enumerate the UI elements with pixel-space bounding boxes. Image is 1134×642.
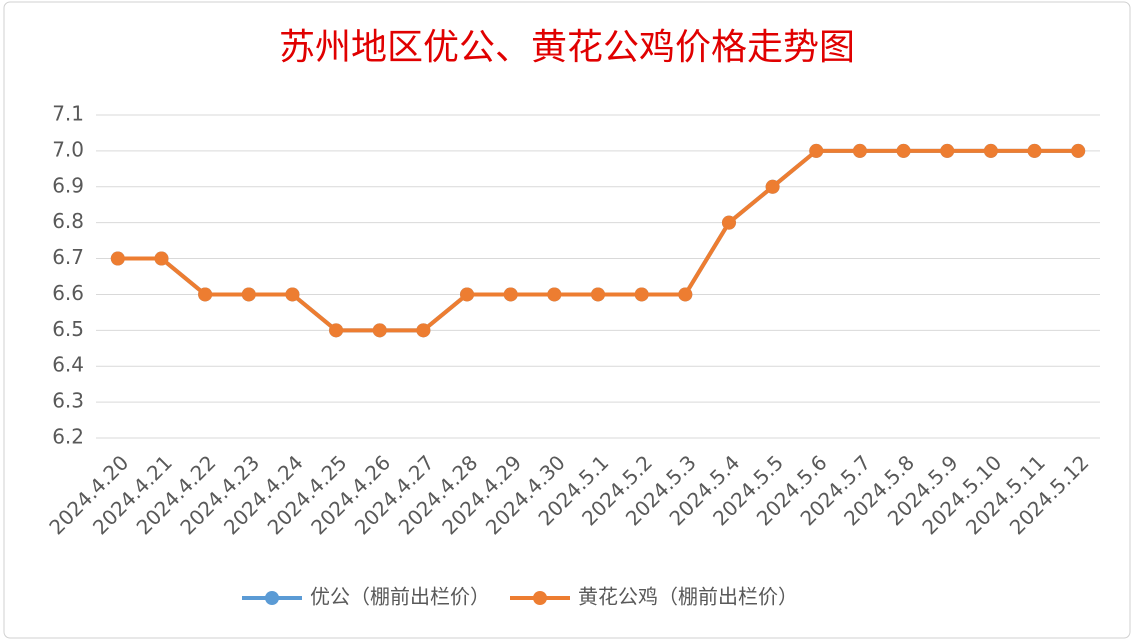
y-tick-label: 6.6 — [52, 281, 84, 305]
data-point — [154, 251, 169, 266]
y-tick-label: 6.9 — [52, 173, 84, 197]
data-point — [634, 287, 649, 302]
data-point — [1027, 143, 1042, 158]
data-point — [591, 287, 605, 302]
y-tick-label: 6.7 — [52, 245, 84, 269]
data-point — [198, 287, 213, 302]
legend-label: 优公（棚前出栏价） — [310, 585, 490, 609]
legend-marker — [533, 591, 547, 605]
data-point — [896, 143, 911, 158]
y-tick-label: 6.3 — [52, 389, 84, 413]
data-point — [547, 287, 562, 302]
data-point — [983, 143, 998, 158]
data-point — [329, 323, 344, 338]
data-point — [372, 323, 387, 338]
data-point — [809, 143, 824, 158]
data-point — [852, 143, 867, 158]
data-point — [765, 179, 780, 194]
data-point — [460, 287, 475, 302]
chart-frame — [3, 1, 1131, 639]
y-tick-label: 6.2 — [52, 425, 84, 449]
legend-marker — [265, 591, 279, 605]
data-point — [110, 251, 125, 266]
chart-title: 苏州地区优公、黄花公鸡价格走势图 — [279, 27, 855, 68]
data-point — [721, 215, 736, 230]
data-point — [285, 287, 300, 302]
data-point — [416, 323, 431, 338]
data-point — [940, 143, 955, 158]
y-tick-label: 7.1 — [52, 102, 84, 126]
data-point — [678, 287, 693, 302]
y-tick-label: 6.5 — [52, 317, 84, 341]
data-point — [503, 287, 518, 302]
data-point — [1071, 143, 1086, 158]
legend-label: 黄花公鸡（棚前出栏价） — [578, 585, 798, 609]
y-tick-label: 6.4 — [52, 353, 84, 377]
data-point — [241, 287, 256, 302]
y-tick-label: 7.0 — [52, 137, 84, 161]
y-tick-label: 6.8 — [52, 209, 84, 233]
